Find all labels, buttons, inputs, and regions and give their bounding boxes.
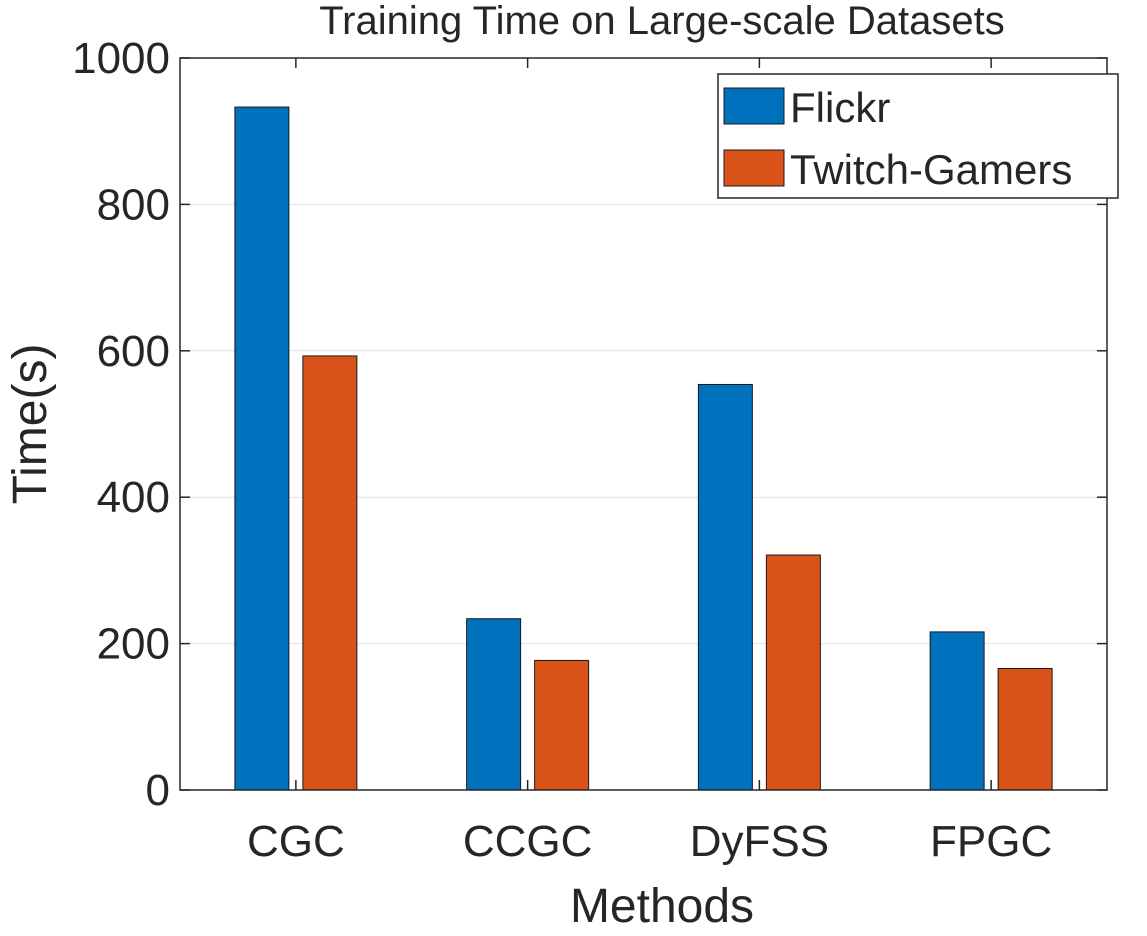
chart-title: Training Time on Large-scale Datasets: [319, 0, 1005, 43]
bar-twitch-gamers-ccgc: [534, 659, 590, 791]
bar-twitch-gamers-cgc: [302, 355, 358, 791]
y-tick-labels: 0 200 400 600 800 1000: [72, 34, 170, 815]
y-axis-label: Time(s): [4, 344, 57, 505]
bar-flickr-cgc: [234, 106, 290, 791]
legend-swatch: [723, 149, 785, 187]
bar-twitch-gamers-fpgc: [997, 667, 1053, 791]
y-tick-label: 0: [146, 766, 170, 815]
y-tick-label: 1000: [72, 34, 170, 83]
x-tick-label: DyFSS: [690, 817, 829, 866]
legend-swatch: [723, 87, 785, 125]
plot-frame: [179, 57, 1108, 791]
legend-box: [717, 73, 1119, 199]
bar-flickr-dyfss: [697, 383, 753, 791]
x-tick-labels: CGC CCGC DyFSS FPGC: [247, 817, 1052, 866]
bar-flickr-fpgc: [929, 631, 985, 791]
x-axis-label: Methods: [570, 880, 754, 931]
bar-flickr-ccgc: [466, 618, 522, 791]
y-tick-label: 600: [97, 327, 170, 376]
x-tick-label: CCGC: [463, 817, 593, 866]
bar-twitch-gamers-dyfss: [765, 554, 821, 791]
x-tick-label: FPGC: [930, 817, 1052, 866]
y-tick-label: 200: [97, 620, 170, 669]
legend: Flickr Twitch-Gamers: [717, 73, 1119, 199]
axis-ticks: [180, 57, 1107, 791]
legend-entries: Flickr Twitch-Gamers: [723, 84, 1072, 193]
legend-label: Flickr: [790, 84, 890, 131]
bars: [234, 106, 1053, 791]
legend-label: Twitch-Gamers: [790, 146, 1072, 193]
x-tick-label: CGC: [247, 817, 345, 866]
y-tick-label: 400: [97, 473, 170, 522]
y-tick-label: 800: [97, 180, 170, 229]
